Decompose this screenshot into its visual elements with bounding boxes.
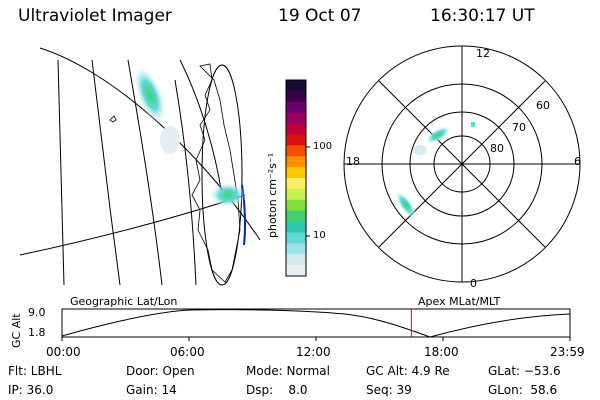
aurora-emission [134,66,166,124]
aurora-emission [210,183,246,207]
colorbar-band [286,134,306,146]
status-dsp: Dsp: 8.0 [246,383,308,397]
lat-label: 60 [536,99,550,112]
status-seq: Seq: 39 [366,383,412,397]
colorbar-band [286,145,306,157]
aurora-emission [425,126,451,144]
mlt-label-right: 6 [574,155,581,168]
colorbar-band [286,90,306,103]
colorbar-tick: 10 [313,230,326,241]
colorbar-tick: 100 [313,141,333,152]
timeline-right-title: Apex MLat/MLT [418,295,501,308]
time-label: 16:30:17 UT [430,6,535,26]
status-gcalt: GC Alt: 4.9 Re [366,364,450,378]
coastline [191,63,241,283]
altitude-curve [61,309,571,338]
colorbar-band [286,101,306,114]
colorbar-band [286,178,306,190]
mlt-label-bottom: 0 [470,277,477,290]
status-gain: Gain: 14 [126,383,177,397]
meridian-line [174,79,197,286]
colorbar-band [286,80,306,92]
lat-label: 80 [490,142,504,155]
timeline-xtick: 23:59 [550,345,585,359]
timeline-xtick: 00:00 [46,345,81,359]
status-filter: Flt: LBHL [8,364,62,378]
lat-label: 70 [512,121,526,134]
colorbar-band [286,188,306,201]
status-mode: Mode: Normal [246,364,330,378]
colorbar-band [286,243,306,255]
timeline-ytick: 9.0 [28,306,46,319]
aurora-emission [413,145,427,155]
timeline-xtick: 18:00 [424,345,459,359]
colorbar-band [286,210,306,223]
colorbar-band [286,123,306,135]
earth-limb [201,64,243,286]
colorbar-band [286,265,306,277]
colorbar-band [286,156,306,168]
meridian-line [127,59,163,286]
meridian-line [57,59,65,286]
aurora-emission [395,191,417,219]
instrument-title: Ultraviolet Imager [18,6,172,26]
latitude-line [179,59,223,196]
timeline-ytick: 1.8 [28,326,46,339]
date-label: 19 Oct 07 [278,6,362,26]
colorbar-band [286,221,306,233]
colorbar-band [286,199,306,212]
colorbar-band [286,167,306,179]
colorbar-band [286,112,306,125]
colorbar-band [286,232,306,244]
timeline-xtick: 12:00 [296,345,331,359]
mlt-label-left: 18 [346,155,360,168]
status-door: Door: Open [126,364,195,378]
mlt-label-top: 12 [476,47,490,60]
coastline [109,115,117,123]
aurora-emission [471,122,475,127]
colorbar-band [286,254,306,266]
aurora-emission [160,126,180,154]
status-glat: GLat: −53.6 [488,364,561,378]
status-ip: IP: 36.0 [8,383,54,397]
meridian-line [91,59,121,286]
timeline-left-title: Geographic Lat/Lon [70,295,178,308]
status-glon: GLon: 58.6 [488,383,558,397]
timeline-xtick: 06:00 [170,345,205,359]
